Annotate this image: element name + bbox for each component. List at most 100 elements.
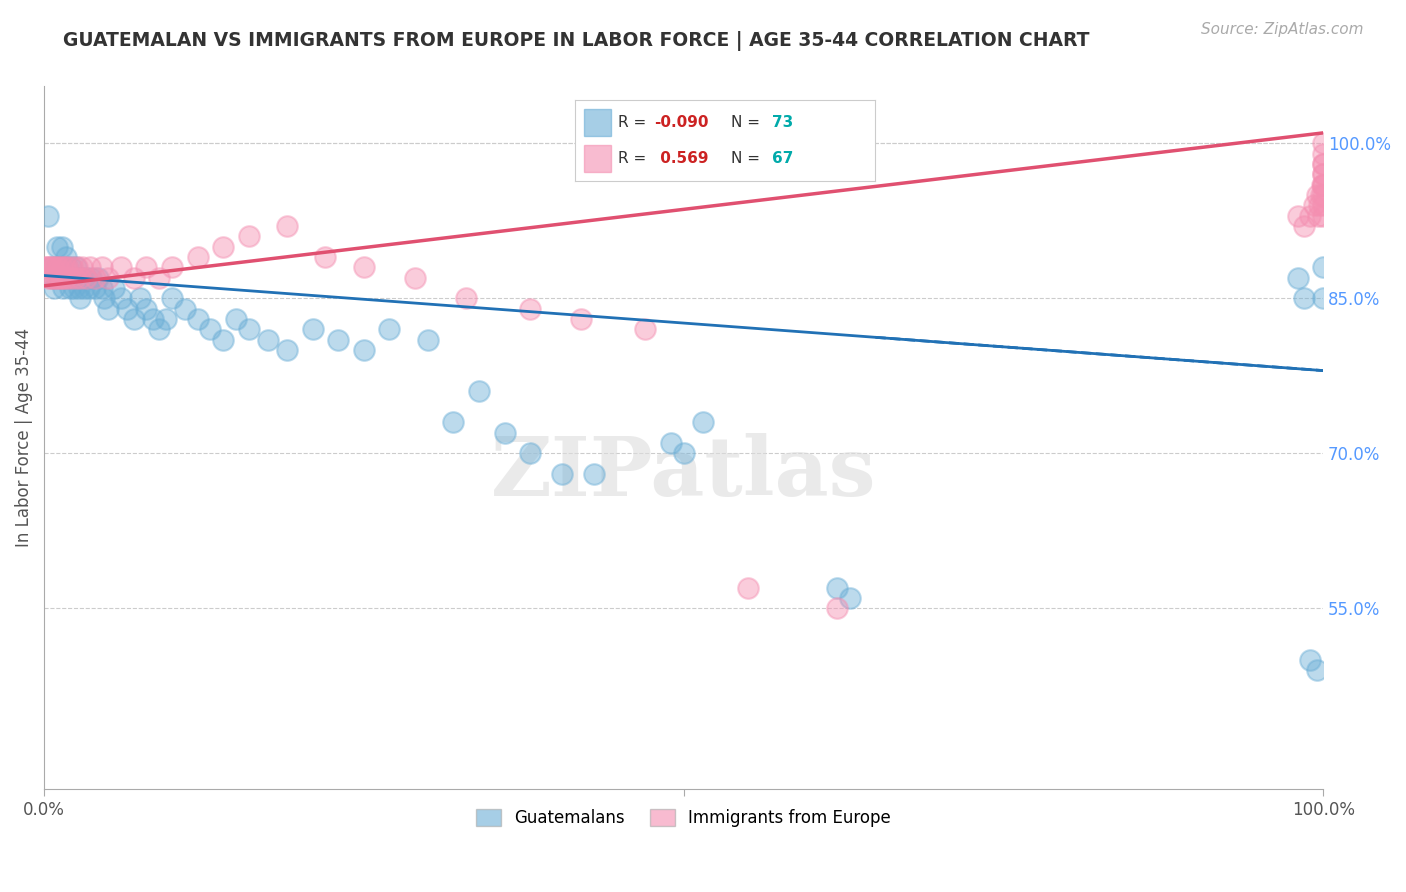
Point [1312, 157, 1334, 171]
Point [276, 343, 298, 357]
Point [1312, 178, 1334, 192]
Point [63, 270, 86, 285]
Point [212, 333, 235, 347]
Point [238, 229, 260, 244]
Point [1306, 209, 1329, 223]
Point [416, 333, 439, 347]
Point [110, 260, 132, 275]
Point [160, 260, 183, 275]
Point [672, 446, 695, 460]
Point [56, 260, 79, 275]
Legend: Guatemalans, Immigrants from Europe: Guatemalans, Immigrants from Europe [470, 802, 898, 834]
Point [441, 415, 464, 429]
Point [66, 260, 89, 275]
Point [173, 301, 195, 316]
Point [84, 270, 107, 285]
Point [468, 384, 491, 399]
Point [737, 581, 759, 595]
Point [276, 219, 298, 233]
Point [59, 260, 82, 275]
Point [1308, 198, 1330, 212]
Point [55, 250, 77, 264]
Point [187, 250, 209, 264]
Point [72, 270, 94, 285]
Point [34, 260, 56, 275]
Point [315, 250, 337, 264]
Point [692, 415, 714, 429]
Point [135, 260, 157, 275]
Point [1306, 664, 1329, 678]
Point [117, 301, 139, 316]
Point [1312, 157, 1334, 171]
Point [44, 281, 66, 295]
Point [73, 281, 96, 295]
Point [84, 281, 107, 295]
Point [51, 260, 73, 275]
Point [378, 322, 401, 336]
Point [825, 581, 848, 595]
Point [122, 270, 145, 285]
Point [87, 270, 110, 285]
Point [49, 260, 72, 275]
Point [404, 270, 426, 285]
Point [1309, 187, 1331, 202]
Point [38, 260, 60, 275]
Point [75, 270, 97, 285]
Point [103, 281, 125, 295]
Point [110, 291, 132, 305]
Point [129, 291, 152, 305]
Point [1312, 291, 1334, 305]
Point [583, 467, 606, 481]
Point [42, 270, 65, 285]
Point [634, 322, 657, 336]
Point [838, 591, 860, 605]
Point [122, 312, 145, 326]
Point [35, 260, 58, 275]
Point [97, 301, 120, 316]
Point [1312, 260, 1334, 275]
Point [1312, 209, 1334, 223]
Point [42, 270, 65, 285]
Text: GUATEMALAN VS IMMIGRANTS FROM EUROPE IN LABOR FORCE | AGE 35-44 CORRELATION CHAR: GUATEMALAN VS IMMIGRANTS FROM EUROPE IN … [63, 31, 1090, 51]
Point [1312, 198, 1334, 212]
Point [65, 260, 87, 275]
Point [1299, 209, 1322, 223]
Point [1286, 270, 1309, 285]
Point [37, 209, 59, 223]
Point [59, 270, 82, 285]
Point [212, 239, 235, 253]
Point [1312, 167, 1334, 181]
Point [301, 322, 323, 336]
Point [238, 322, 260, 336]
Point [56, 260, 79, 275]
Point [353, 260, 375, 275]
Point [1312, 178, 1334, 192]
Point [456, 291, 478, 305]
Point [39, 260, 62, 275]
Point [1303, 198, 1326, 212]
Point [39, 270, 62, 285]
Point [148, 322, 170, 336]
Point [257, 333, 280, 347]
Point [569, 312, 592, 326]
Point [45, 239, 67, 253]
Point [659, 436, 682, 450]
Point [69, 291, 91, 305]
Point [45, 260, 67, 275]
Point [37, 270, 59, 285]
Point [67, 281, 90, 295]
Point [66, 270, 89, 285]
Point [1312, 146, 1334, 161]
Text: Source: ZipAtlas.com: Source: ZipAtlas.com [1201, 22, 1364, 37]
Point [46, 270, 69, 285]
Point [79, 260, 101, 275]
Point [48, 260, 70, 275]
Point [53, 260, 76, 275]
Point [519, 446, 541, 460]
Y-axis label: In Labor Force | Age 35-44: In Labor Force | Age 35-44 [15, 328, 32, 548]
Point [200, 322, 222, 336]
Point [160, 291, 183, 305]
Point [1306, 187, 1329, 202]
Point [1292, 291, 1315, 305]
Point [45, 260, 67, 275]
